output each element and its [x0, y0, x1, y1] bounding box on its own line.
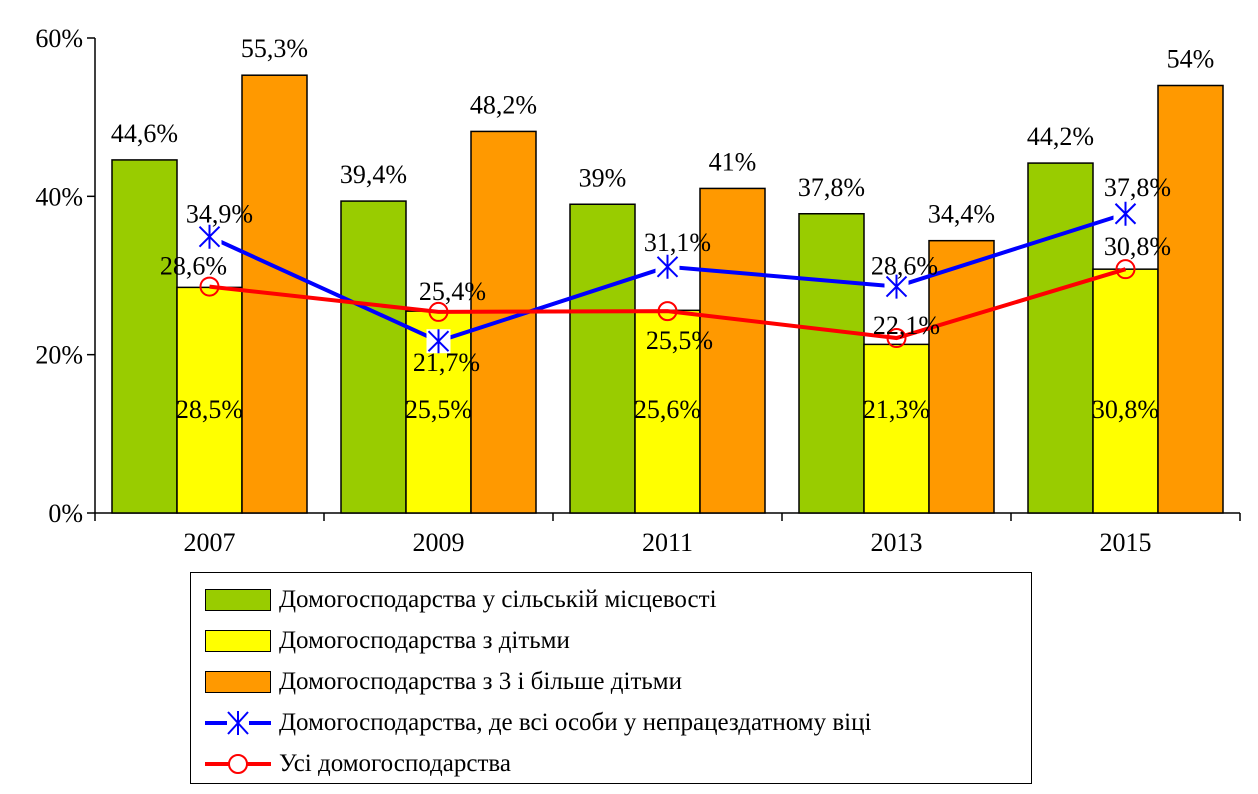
line-data-label: 34,9% — [186, 200, 253, 229]
bar — [340, 200, 407, 514]
legend-label: Домогосподарства з 3 і більше дітьми — [279, 668, 682, 695]
bar — [569, 203, 636, 514]
bar — [863, 343, 930, 514]
bar — [928, 239, 995, 514]
y-tick-label: 0% — [48, 499, 83, 528]
bar-data-label: 28,5% — [176, 395, 243, 424]
bar-data-label: 48,2% — [470, 90, 537, 119]
line-data-label: 21,7% — [413, 348, 480, 377]
bar — [1157, 84, 1224, 514]
legend-label: Усі домогосподарства — [279, 750, 511, 777]
bar-data-label: 44,2% — [1027, 122, 1094, 151]
circle-marker — [199, 276, 220, 297]
bar-data-label: 44,6% — [111, 119, 178, 148]
line-data-label: 22,1% — [873, 311, 940, 340]
bar — [1092, 268, 1159, 514]
legend-swatch — [205, 671, 271, 693]
legend-item-children: Домогосподарства з дітьми — [205, 624, 570, 658]
circle-marker — [886, 328, 907, 349]
circle-marker — [1115, 259, 1136, 280]
star-marker — [198, 224, 221, 249]
legend-swatch — [205, 630, 271, 652]
x-tick-label: 2011 — [642, 528, 693, 557]
legend-item-all: Усі домогосподарства — [205, 747, 511, 781]
x-tick-label: 2013 — [871, 528, 923, 557]
circle-marker — [428, 301, 449, 322]
line-data-label: 31,1% — [644, 228, 711, 257]
y-tick-label: 20% — [35, 341, 83, 370]
line-data-label: 25,5% — [646, 326, 713, 355]
x-tick-label: 2015 — [1100, 528, 1152, 557]
bar-data-label: 21,3% — [863, 395, 930, 424]
legend: Домогосподарства у сільській місцевості … — [190, 572, 1032, 784]
x-tick-label: 2009 — [413, 528, 465, 557]
bar — [1027, 162, 1094, 514]
bar-data-label: 34,4% — [928, 200, 995, 229]
bar-data-label: 54% — [1167, 45, 1215, 74]
bar — [111, 159, 178, 514]
y-tick-label: 60% — [35, 24, 83, 53]
bar-data-label: 55,3% — [241, 34, 308, 63]
star-marker — [656, 254, 679, 279]
bar-data-label: 25,6% — [634, 395, 701, 424]
line-data-label: 25,4% — [419, 277, 486, 306]
star-marker — [885, 274, 908, 299]
x-tick-label: 2007 — [184, 528, 236, 557]
bar — [798, 213, 865, 514]
bar-data-label: 25,5% — [405, 395, 472, 424]
legend-item-3-children: Домогосподарства з 3 і більше дітьми — [205, 665, 682, 699]
bar-data-label: 39% — [579, 163, 627, 192]
bar-data-label: 30,8% — [1092, 395, 1159, 424]
legend-item-elderly: Домогосподарства, де всі особи у непраце… — [205, 706, 871, 740]
bar-data-label: 39,4% — [340, 160, 407, 189]
legend-swatch — [205, 589, 271, 611]
y-tick-label: 40% — [35, 182, 83, 211]
star-marker — [427, 329, 450, 354]
line-data-label: 28,6% — [160, 252, 227, 281]
series-line — [209, 267, 1127, 341]
legend-label: Домогосподарства, де всі особи у непраце… — [279, 709, 872, 736]
circle-marker — [657, 301, 678, 322]
star-marker — [1114, 201, 1137, 226]
bar — [699, 187, 766, 514]
legend-label: Домогосподарства у сільській місцевості — [279, 586, 717, 613]
legend-star-line-icon — [205, 711, 271, 735]
line-data-label: 37,8% — [1104, 173, 1171, 202]
line-data-label: 30,8% — [1104, 232, 1171, 261]
chart: 0% 20% 40% 60% 2007 2009 2011 2013 2015 44,6% 39,4… — [35, 24, 1241, 557]
line-data-label: 28,6% — [871, 252, 938, 281]
bar-data-label: 37,8% — [798, 173, 865, 202]
legend-item-rural: Домогосподарства у сільській місцевості — [205, 583, 717, 617]
bar — [470, 130, 537, 514]
bar-data-label: 41% — [709, 147, 757, 176]
bar — [176, 286, 243, 514]
legend-circle-line-icon — [205, 754, 271, 774]
legend-label: Домогосподарства з дітьми — [279, 627, 570, 654]
